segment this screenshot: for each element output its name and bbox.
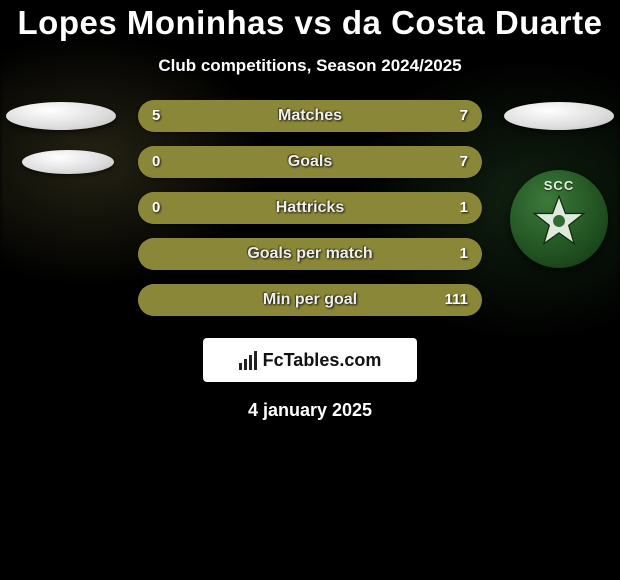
star-icon bbox=[532, 194, 586, 248]
team-logo-right bbox=[504, 102, 614, 130]
stat-label: Goals per match bbox=[138, 238, 482, 270]
stat-bar: 57Matches bbox=[138, 100, 482, 132]
branding-text: FcTables.com bbox=[263, 350, 382, 371]
stat-bar: 1Goals per match bbox=[138, 238, 482, 270]
stat-label: Hattricks bbox=[138, 192, 482, 224]
club-badge-text: SCC bbox=[510, 178, 608, 193]
team-logo-left bbox=[22, 150, 114, 174]
stat-bar: 01Hattricks bbox=[138, 192, 482, 224]
stat-label: Goals bbox=[138, 146, 482, 178]
stat-bar: 07Goals bbox=[138, 146, 482, 178]
page-title: Lopes Moninhas vs da Costa Duarte bbox=[0, 4, 620, 42]
stat-row: 57Matches bbox=[0, 100, 620, 132]
stat-label: Min per goal bbox=[138, 284, 482, 316]
team-logo-left bbox=[6, 102, 116, 130]
club-badge-right: SCC bbox=[510, 170, 608, 268]
bar-chart-icon bbox=[239, 350, 257, 370]
stat-row: 111Min per goal bbox=[0, 284, 620, 316]
subtitle: Club competitions, Season 2024/2025 bbox=[0, 56, 620, 76]
stat-label: Matches bbox=[138, 100, 482, 132]
branding-badge: FcTables.com bbox=[203, 338, 417, 382]
date-label: 4 january 2025 bbox=[0, 400, 620, 421]
stat-bar: 111Min per goal bbox=[138, 284, 482, 316]
